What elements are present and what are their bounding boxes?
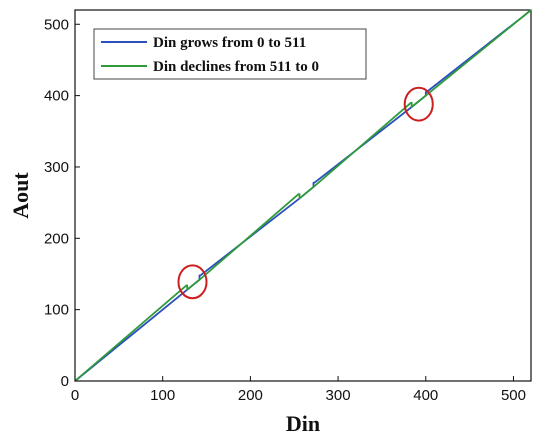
y-tick-label: 300	[44, 159, 69, 176]
plot-frame	[74, 9, 532, 382]
x-tick-label: 400	[413, 387, 438, 404]
x-tick-label: 500	[501, 387, 526, 404]
legend-box	[93, 28, 367, 80]
legend-label-grows: Din grows from 0 to 511	[153, 35, 306, 51]
y-tick-label: 0	[61, 373, 69, 390]
series-line-grows	[74, 9, 532, 382]
x-tick-label: 100	[150, 387, 175, 404]
y-tick-label: 200	[44, 230, 69, 247]
x-axis-title: Din	[286, 411, 320, 436]
legend: Din grows from 0 to 511 Din declines fro…	[93, 28, 367, 80]
y-tick-label: 400	[44, 88, 69, 105]
y-axis-title: Aout	[8, 172, 33, 219]
highlight-circle-1	[177, 264, 208, 300]
y-tick-label: 500	[44, 16, 69, 33]
series-line-declines	[74, 9, 532, 382]
legend-label-declines: Din declines from 511 to 0	[153, 59, 319, 75]
x-tick-label: 300	[326, 387, 351, 404]
x-tick-label: 0	[71, 387, 79, 404]
highlight-circle-2	[403, 86, 434, 122]
y-tick-label: 100	[44, 302, 69, 319]
x-tick-label: 200	[238, 387, 263, 404]
